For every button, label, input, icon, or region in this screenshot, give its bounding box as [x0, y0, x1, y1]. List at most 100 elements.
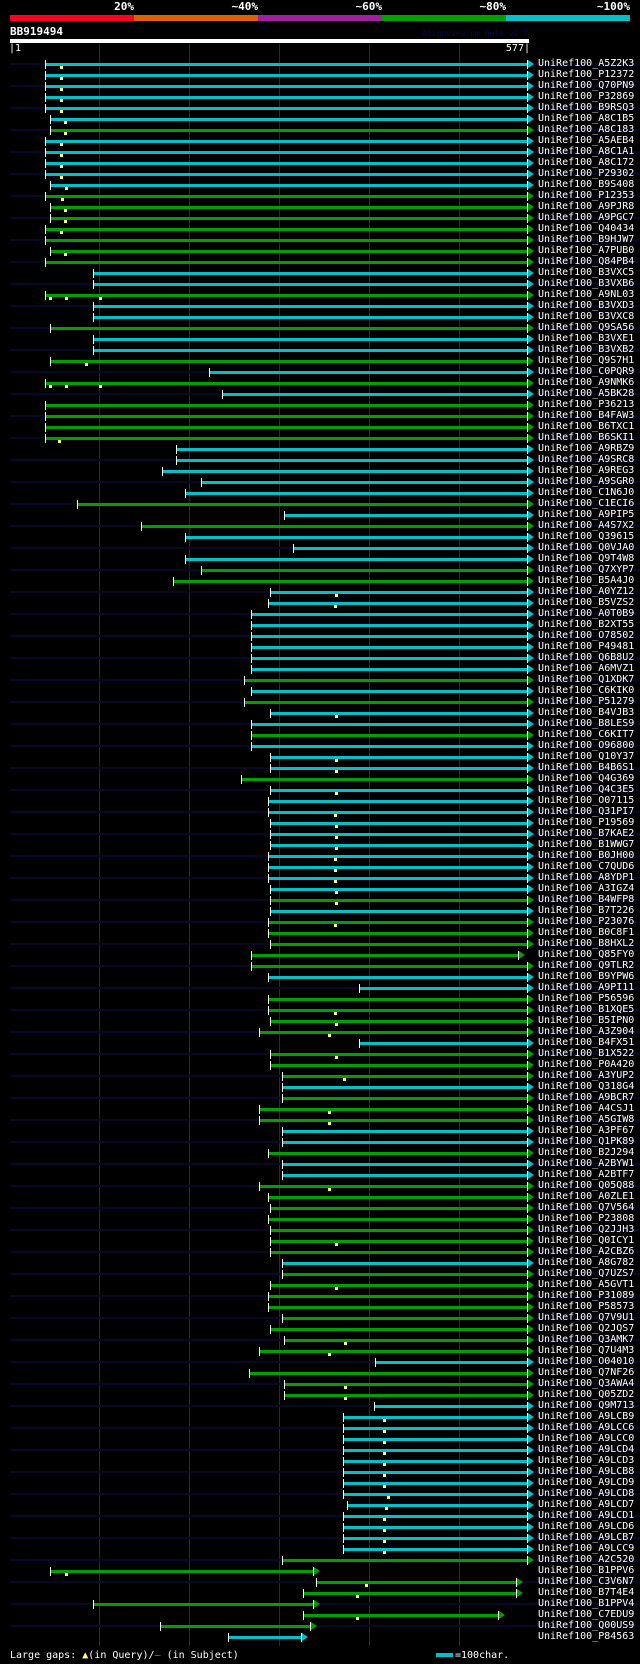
alignment-bar[interactable]	[315, 1580, 517, 1584]
hit-label[interactable]: UniRef100_B4B6S1	[538, 762, 635, 773]
alignment-bar[interactable]	[251, 623, 529, 627]
hit-label[interactable]: UniRef100_A9BCR7	[538, 1092, 635, 1103]
hit-label[interactable]: UniRef100_A6MVZ1	[538, 663, 635, 674]
alignment-bar[interactable]	[281, 1316, 529, 1320]
alignment-bar[interactable]	[375, 1360, 529, 1364]
alignment-bar[interactable]	[268, 1008, 529, 1012]
hit-label[interactable]: UniRef100_A0YZ12	[538, 586, 635, 597]
hit-label[interactable]: UniRef100_C1N6J0	[538, 487, 635, 498]
alignment-bar[interactable]	[270, 887, 529, 891]
hit-label[interactable]: UniRef100_A4S7X2	[538, 520, 635, 531]
hit-label[interactable]: UniRef100_A9NMK6	[538, 377, 635, 388]
hit-label[interactable]: UniRef100_B9RSQ3	[538, 102, 635, 113]
hit-label[interactable]: UniRef100_Q7NF26	[538, 1367, 635, 1378]
hit-label[interactable]: UniRef100_Q7XYP7	[538, 564, 635, 575]
alignment-bar[interactable]	[45, 381, 529, 385]
alignment-bar[interactable]	[45, 260, 529, 264]
hit-label[interactable]: UniRef100_A2C520	[538, 1554, 635, 1565]
alignment-bar[interactable]	[45, 238, 529, 242]
alignment-bar[interactable]	[45, 106, 529, 110]
alignment-bar[interactable]	[45, 425, 529, 429]
alignment-bar[interactable]	[259, 1118, 529, 1122]
hit-label[interactable]: UniRef100_B5A4J0	[538, 575, 635, 586]
alignment-bar[interactable]	[45, 150, 529, 154]
alignment-bar[interactable]	[251, 953, 520, 957]
alignment-bar[interactable]	[270, 1239, 529, 1243]
alignment-bar[interactable]	[208, 370, 529, 374]
hit-label[interactable]: UniRef100_P58573	[538, 1301, 635, 1312]
hit-label[interactable]: UniRef100_B1XQE5	[538, 1004, 635, 1015]
hit-label[interactable]: UniRef100_A8C1B5	[538, 113, 635, 124]
hit-label[interactable]: UniRef100_A8C1A1	[538, 146, 635, 157]
alignment-bar[interactable]	[45, 403, 529, 407]
hit-label[interactable]: UniRef100_B5IPN0	[538, 1015, 635, 1026]
hit-label[interactable]: UniRef100_P49481	[538, 641, 635, 652]
alignment-bar[interactable]	[268, 997, 529, 1001]
alignment-bar[interactable]	[342, 1459, 529, 1463]
alignment-bar[interactable]	[251, 744, 529, 748]
hit-label[interactable]: UniRef100_Q2JJH3	[538, 1224, 635, 1235]
hit-label[interactable]: UniRef100_B1X522	[538, 1048, 635, 1059]
alignment-bar[interactable]	[268, 601, 529, 605]
alignment-bar[interactable]	[259, 1030, 529, 1034]
alignment-bar[interactable]	[270, 1250, 529, 1254]
alignment-bar[interactable]	[259, 1107, 529, 1111]
hit-label[interactable]: UniRef100_Q84PB4	[538, 256, 635, 267]
alignment-bar[interactable]	[342, 1448, 529, 1452]
alignment-bar[interactable]	[45, 62, 529, 66]
alignment-bar[interactable]	[281, 1096, 529, 1100]
alignment-bar[interactable]	[281, 1261, 529, 1265]
hit-label[interactable]: UniRef100_A9LCB7	[538, 1532, 635, 1543]
alignment-bar[interactable]	[92, 271, 529, 275]
hit-label[interactable]: UniRef100_B3VXC8	[538, 311, 635, 322]
hit-label[interactable]: UniRef100_A9SRC8	[538, 454, 635, 465]
hit-label[interactable]: UniRef100_Q0VJA0	[538, 542, 635, 553]
hit-label[interactable]: UniRef100_O78502	[538, 630, 635, 641]
alignment-bar[interactable]	[284, 1382, 529, 1386]
hit-label[interactable]: UniRef100_B2XT55	[538, 619, 635, 630]
alignment-bar[interactable]	[281, 1558, 529, 1562]
hit-label[interactable]: UniRef100_O07115	[538, 795, 635, 806]
hit-label[interactable]: UniRef100_Q4G369	[538, 773, 635, 784]
hit-label[interactable]: UniRef100_P84563	[538, 1631, 635, 1642]
alignment-bar[interactable]	[342, 1415, 529, 1419]
alignment-bar[interactable]	[49, 1569, 315, 1573]
alignment-bar[interactable]	[281, 1140, 529, 1144]
hit-label[interactable]: UniRef100_P12353	[538, 190, 635, 201]
hit-label[interactable]: UniRef100_A8YDP1	[538, 872, 635, 883]
hit-label[interactable]: UniRef100_P36213	[538, 399, 635, 410]
hit-label[interactable]: UniRef100_B3VXE1	[538, 333, 635, 344]
hit-label[interactable]: UniRef100_A3IGZ4	[538, 883, 635, 894]
alignment-bar[interactable]	[162, 469, 529, 473]
hit-label[interactable]: UniRef100_Q9SA56	[538, 322, 635, 333]
alignment-bar[interactable]	[45, 194, 529, 198]
alignment-bar[interactable]	[281, 1173, 529, 1177]
hit-label[interactable]: UniRef100_Q6B8U2	[538, 652, 635, 663]
alignment-bar[interactable]	[270, 821, 529, 825]
alignment-bar[interactable]	[342, 1481, 529, 1485]
alignment-bar[interactable]	[141, 524, 529, 528]
hit-label[interactable]: UniRef100_P56596	[538, 993, 635, 1004]
alignment-bar[interactable]	[268, 1217, 529, 1221]
hit-label[interactable]: UniRef100_P0A420	[538, 1059, 635, 1070]
alignment-bar[interactable]	[270, 843, 529, 847]
alignment-bar[interactable]	[270, 1206, 529, 1210]
alignment-bar[interactable]	[49, 205, 529, 209]
hit-label[interactable]: UniRef100_B8HXL2	[538, 938, 635, 949]
hit-label[interactable]: UniRef100_Q9TLR2	[538, 960, 635, 971]
alignment-bar[interactable]	[45, 227, 529, 231]
hit-label[interactable]: UniRef100_Q4C3E5	[538, 784, 635, 795]
alignment-bar[interactable]	[281, 1129, 529, 1133]
alignment-bar[interactable]	[92, 348, 529, 352]
alignment-bar[interactable]	[281, 1162, 529, 1166]
alignment-bar[interactable]	[251, 667, 529, 671]
alignment-bar[interactable]	[281, 1085, 529, 1089]
hit-label[interactable]: UniRef100_P51279	[538, 696, 635, 707]
alignment-bar[interactable]	[270, 755, 529, 759]
hit-label[interactable]: UniRef100_A0ZLE1	[538, 1191, 635, 1202]
alignment-bar[interactable]	[284, 513, 529, 517]
hit-label[interactable]: UniRef100_A5AEB4	[538, 135, 635, 146]
hit-label[interactable]: UniRef100_P19569	[538, 817, 635, 828]
alignment-bar[interactable]	[292, 546, 529, 550]
hit-label[interactable]: UniRef100_A7PUB0	[538, 245, 635, 256]
